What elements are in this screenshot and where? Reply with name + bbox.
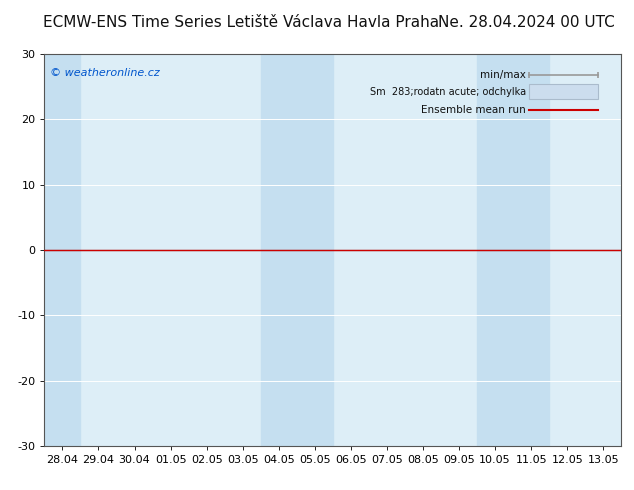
Bar xyxy=(44,54,81,446)
Bar xyxy=(297,54,333,446)
Bar xyxy=(477,54,513,446)
Text: min/max: min/max xyxy=(480,70,526,79)
Bar xyxy=(513,54,549,446)
Bar xyxy=(261,54,297,446)
Text: © weatheronline.cz: © weatheronline.cz xyxy=(50,68,160,77)
Text: Ensemble mean run: Ensemble mean run xyxy=(422,105,526,115)
Text: ECMW-ENS Time Series Letiště Václava Havla Praha: ECMW-ENS Time Series Letiště Václava Hav… xyxy=(43,15,439,29)
Text: Ne. 28.04.2024 00 UTC: Ne. 28.04.2024 00 UTC xyxy=(438,15,615,29)
Bar xyxy=(529,84,598,99)
Text: Sm  283;rodatn acute; odchylka: Sm 283;rodatn acute; odchylka xyxy=(370,87,526,97)
